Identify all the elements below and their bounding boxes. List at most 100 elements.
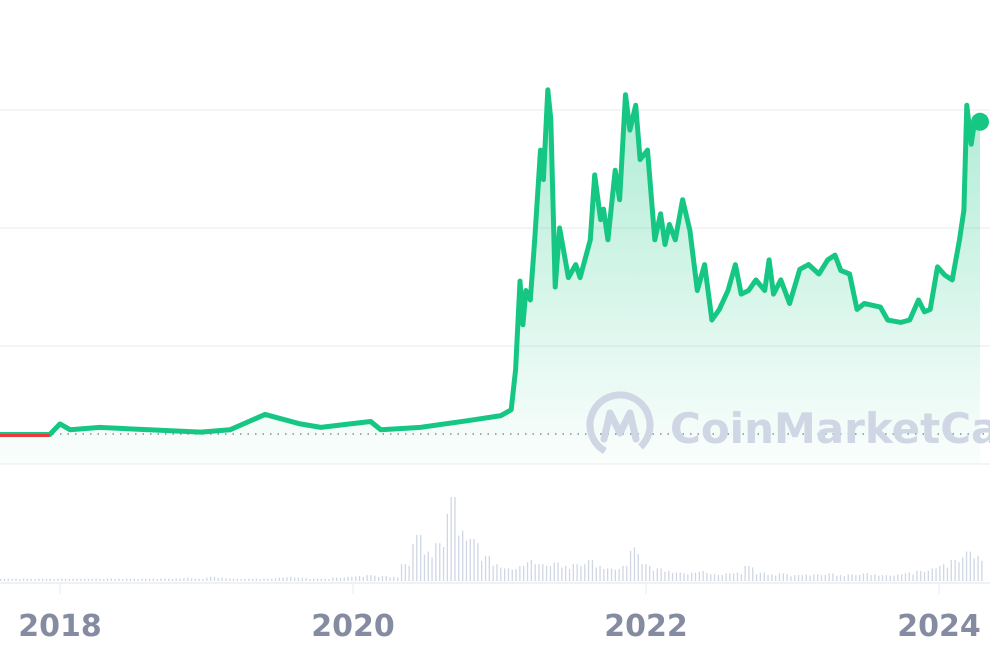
volume-bar — [473, 539, 475, 581]
x-tick-label: 2022 — [604, 609, 688, 644]
volume-bar — [446, 513, 448, 581]
volume-bar — [198, 578, 200, 581]
volume-bar — [106, 578, 109, 581]
volume-bar — [702, 570, 704, 581]
volume-bar — [954, 560, 956, 581]
volume-bar — [232, 578, 235, 581]
volume-bar — [683, 573, 685, 581]
volume-bar — [3, 578, 6, 581]
volume-bar — [763, 572, 765, 581]
volume-bar — [492, 565, 494, 581]
volume-bar — [809, 575, 811, 581]
volume-bar — [507, 568, 510, 581]
volume-bar — [641, 564, 643, 581]
volume-bar — [355, 576, 357, 581]
volume-bar — [370, 575, 372, 581]
volume-bar — [366, 575, 368, 581]
volume-bar — [484, 555, 487, 581]
volume-bar — [351, 576, 353, 581]
volume-bar — [610, 568, 613, 581]
volume-bar — [19, 579, 21, 581]
volume-bar — [80, 578, 82, 581]
volume-bar — [53, 579, 55, 581]
volume-bar — [706, 572, 708, 581]
volume-bar — [855, 575, 857, 581]
price-line — [0, 87, 981, 437]
volume-bar — [389, 577, 391, 581]
volume-bar — [969, 551, 971, 581]
volume-bar — [7, 578, 9, 581]
volume-bar — [904, 573, 907, 581]
volume-bar — [618, 568, 620, 581]
volume-bar — [542, 564, 544, 581]
volume-bar — [190, 578, 193, 581]
volume-bar — [710, 574, 712, 581]
watermark-text: CoinMarketCap — [670, 404, 990, 453]
volume-bar — [553, 562, 555, 581]
volume-bar — [859, 575, 861, 581]
volume-bar — [920, 570, 922, 581]
volume-bar — [42, 578, 44, 581]
volume-bar — [374, 575, 376, 581]
volume-bar — [252, 578, 254, 581]
volume-bar — [34, 579, 36, 581]
volume-bar — [171, 579, 174, 581]
volume-bar — [584, 564, 586, 581]
volume-bar — [790, 576, 792, 581]
volume-bar — [400, 564, 403, 581]
volume-bar — [836, 575, 838, 581]
volume-bar — [637, 554, 639, 581]
volume-bar — [557, 562, 559, 581]
volume-bar — [194, 578, 196, 581]
volume-bar — [801, 575, 803, 581]
volume-bar — [713, 574, 716, 581]
volume-bar — [286, 577, 288, 581]
volume-bar — [614, 569, 616, 581]
volume-bar — [114, 578, 116, 581]
volume-bar — [309, 579, 311, 581]
volume-bar — [431, 557, 433, 581]
volume-bar — [236, 578, 238, 581]
volume-bar — [687, 574, 689, 581]
volume-bar — [981, 560, 983, 581]
volume-bar — [832, 573, 834, 581]
volume-bar — [744, 565, 746, 581]
volume-bar — [278, 577, 280, 581]
volume-bar — [572, 564, 574, 581]
volume-bar — [378, 577, 380, 581]
volume-bar — [587, 560, 590, 581]
volume-bar — [881, 575, 884, 581]
volume-bar — [878, 575, 880, 581]
volume-bar — [778, 573, 781, 581]
volume-bar — [561, 567, 563, 581]
volume-bar — [213, 576, 216, 581]
current-price-dot[interactable] — [971, 112, 990, 131]
volume-bar — [332, 577, 334, 581]
volume-bar — [729, 573, 731, 581]
volume-bar — [385, 576, 387, 581]
volume-bar — [454, 497, 456, 581]
volume-bar — [320, 578, 322, 581]
volume-bar — [294, 577, 296, 581]
volume-bar — [38, 578, 40, 581]
volume-bars — [0, 497, 983, 581]
volume-bar — [698, 571, 700, 581]
volume-bar — [49, 578, 51, 581]
volume-bar — [530, 560, 532, 581]
volume-bar — [30, 578, 32, 581]
volume-bar — [225, 578, 227, 581]
volume-bar — [595, 567, 597, 581]
volume-bar — [786, 574, 788, 581]
volume-bar — [943, 564, 945, 581]
volume-bar — [393, 576, 395, 581]
volume-bar — [255, 578, 258, 581]
volume-bar — [839, 575, 842, 581]
volume-bar — [580, 565, 582, 581]
watermark: CoinMarketCap — [586, 391, 990, 459]
volume-bar — [481, 560, 483, 581]
volume-bar — [908, 572, 910, 581]
volume-bar — [870, 575, 872, 581]
volume-bar — [316, 578, 319, 581]
volume-bar — [110, 578, 112, 581]
volume-bar — [397, 577, 399, 581]
